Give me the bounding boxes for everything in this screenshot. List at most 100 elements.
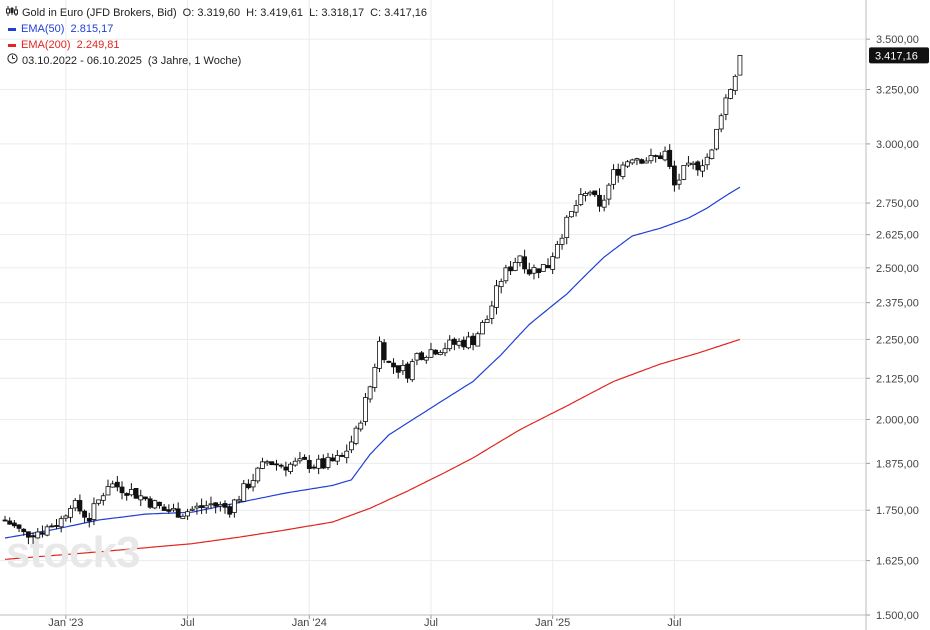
candle-body xyxy=(484,318,490,323)
candle-body xyxy=(395,365,401,373)
candle-body xyxy=(657,155,663,160)
candle xyxy=(643,157,649,164)
close-value: 3.417,16 xyxy=(384,7,428,19)
candle-body xyxy=(648,155,654,162)
candle-body xyxy=(208,503,214,506)
y-tick-label: 2.625,00 xyxy=(876,230,919,242)
candle-body xyxy=(517,255,523,263)
candle-body xyxy=(671,165,677,186)
candle-body xyxy=(606,184,612,200)
candle xyxy=(494,279,499,315)
candle-body xyxy=(49,525,55,528)
candle-body xyxy=(639,159,645,164)
candle-body xyxy=(475,333,481,347)
chart-series xyxy=(2,54,743,560)
x-tick-label: Jan '23 xyxy=(48,617,83,629)
candle-body xyxy=(564,216,570,239)
candle-body xyxy=(292,460,298,466)
candle-body xyxy=(550,256,556,270)
candle xyxy=(606,183,612,206)
candle-body xyxy=(325,456,331,468)
candle xyxy=(68,505,73,523)
candle xyxy=(461,336,467,350)
candle-body xyxy=(545,265,551,269)
candle-body xyxy=(625,161,630,167)
candle xyxy=(377,336,382,373)
candle-body xyxy=(231,499,237,513)
x-tick-label: Jul xyxy=(667,617,681,629)
date-range: 03.10.2022 - 06.10.2025 xyxy=(22,55,142,67)
candle-body xyxy=(288,463,293,472)
candle xyxy=(522,249,527,274)
candle-body xyxy=(447,339,453,350)
candle-body xyxy=(269,461,275,466)
candle xyxy=(49,523,55,528)
candle xyxy=(728,88,733,100)
candle-body xyxy=(255,467,261,482)
candle-body xyxy=(620,164,626,177)
candle-body xyxy=(442,348,448,354)
candle xyxy=(297,451,303,464)
candle-body xyxy=(653,155,659,157)
candle xyxy=(100,492,106,506)
candle xyxy=(217,501,223,512)
high-label: H: xyxy=(246,7,258,19)
candle xyxy=(662,146,668,162)
x-tick-label: Jan '24 xyxy=(292,617,327,629)
y-tick-label: 3.000,00 xyxy=(876,139,919,151)
candle xyxy=(189,506,195,512)
candle xyxy=(540,264,546,272)
candle-body xyxy=(601,199,607,208)
candle xyxy=(489,300,495,325)
candle xyxy=(695,160,701,176)
candle-body xyxy=(114,481,120,488)
candle xyxy=(96,499,102,506)
stock3-watermark: stock3 xyxy=(6,528,140,577)
candle-body xyxy=(35,531,41,539)
candle xyxy=(358,420,364,432)
candle xyxy=(480,320,485,335)
candle-body xyxy=(409,361,415,381)
candle xyxy=(292,457,298,467)
candle-body xyxy=(86,518,92,522)
candle-body xyxy=(175,508,181,518)
candle xyxy=(442,342,448,357)
candle-body xyxy=(133,488,139,499)
candle-body xyxy=(704,156,710,166)
low-value: 3.318,17 xyxy=(321,7,365,19)
last-price-badge: 3.417,16 xyxy=(869,47,929,64)
candle xyxy=(86,512,92,528)
candle-body xyxy=(199,505,205,508)
candle xyxy=(213,502,219,514)
legend-ema50-row[interactable]: EMA(50) 2.815,17 xyxy=(6,21,427,37)
y-tick-label: 3.250,00 xyxy=(876,85,919,97)
close-label: C: xyxy=(370,7,382,19)
candle xyxy=(199,498,205,515)
candle xyxy=(512,257,518,272)
candle-body xyxy=(512,262,518,271)
candle-body xyxy=(119,486,125,494)
candle-body xyxy=(306,459,312,469)
candle-body xyxy=(615,168,621,176)
candle xyxy=(367,385,373,403)
candle xyxy=(250,473,256,492)
candle-body xyxy=(414,353,420,361)
candle xyxy=(105,479,111,496)
candle-body xyxy=(72,500,78,509)
candle xyxy=(138,489,144,507)
candle xyxy=(152,499,158,510)
ema200-value: 2.249,81 xyxy=(76,39,120,51)
candle-body xyxy=(433,349,439,355)
candle-body xyxy=(718,115,724,130)
legend-ema200-row[interactable]: EMA(200) 2.249,81 xyxy=(6,37,427,53)
candle-body xyxy=(161,506,167,511)
y-tick-label: 1.500,00 xyxy=(876,610,919,622)
candle-body xyxy=(166,509,172,512)
candle xyxy=(700,159,705,178)
candle xyxy=(35,527,41,543)
candle-body xyxy=(732,75,738,91)
candle-body xyxy=(573,205,579,213)
candle-body xyxy=(540,264,546,272)
y-tick-label: 2.125,00 xyxy=(876,373,919,385)
